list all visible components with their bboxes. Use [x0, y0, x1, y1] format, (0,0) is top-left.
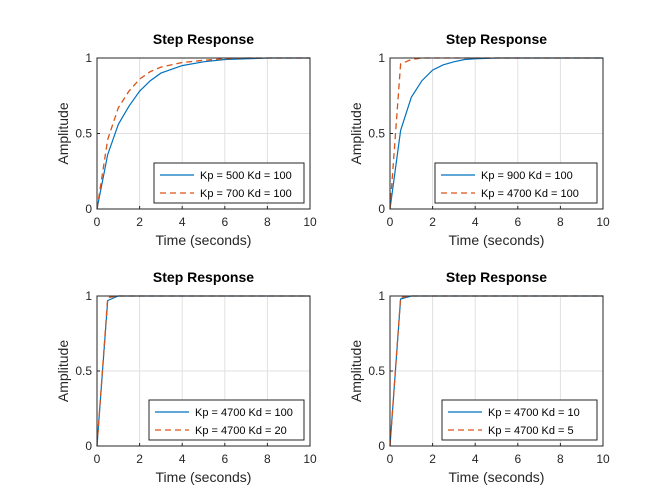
subplot-4: 0 2 4 6 8 10 0 0.5 1 Step Response Time (seconds) A…: [348, 269, 610, 485]
legend-entry-2: Kp = 4700 Kd = 20: [195, 425, 287, 437]
subplot-1: 0 2 4 6 8 10 0 0.5 1 Step Response Time (seconds) A…: [55, 31, 317, 248]
y-tick-label: 1: [378, 289, 385, 303]
chart-title: Step Response: [153, 269, 254, 285]
x-tick-label: 4: [179, 215, 186, 229]
legend-entry-2: Kp = 4700 Kd = 100: [481, 188, 579, 200]
subplot-3: 0 2 4 6 8 10 0 0.5 1 Step Response Time (seconds) A…: [55, 269, 317, 485]
y-tick-label: 0: [378, 439, 385, 453]
x-tick-label: 6: [221, 215, 228, 229]
legend-box: [441, 399, 598, 441]
x-tick-label: 6: [514, 215, 521, 229]
x-tick-label: 0: [94, 452, 101, 466]
x-tick-label: 0: [94, 215, 101, 229]
series-line-2: [389, 57, 603, 210]
legend-box: [434, 162, 598, 204]
y-tick-label: 1: [85, 289, 92, 303]
legend-entry-1: Kp = 4700 Kd = 10: [488, 407, 580, 419]
legend: Kp = 500 Kd = 100 Kp = 700 Kd = 100: [153, 162, 305, 204]
legend-box: [153, 162, 305, 204]
legend-entry-1: Kp = 500 Kd = 100: [200, 170, 292, 182]
chart-title: Step Response: [153, 31, 254, 47]
x-tick-label: 6: [221, 452, 228, 466]
x-tick-label: 2: [429, 452, 436, 466]
legend-entry-1: Kp = 900 Kd = 100: [481, 170, 573, 182]
x-tick-label: 8: [264, 452, 271, 466]
series-line-1: [96, 57, 310, 210]
x-tick-label: 0: [387, 452, 394, 466]
y-axis-label: Amplitude: [55, 340, 71, 402]
legend-entry-2: Kp = 4700 Kd = 5: [488, 425, 574, 437]
x-tick-label: 8: [557, 215, 564, 229]
x-axis-label: Time (seconds): [156, 232, 252, 248]
y-tick-label: 1: [378, 51, 385, 65]
legend-entry-2: Kp = 700 Kd = 100: [200, 188, 292, 200]
x-axis-label: Time (seconds): [156, 469, 252, 485]
y-tick-label: 0: [85, 439, 92, 453]
x-tick-label: 10: [303, 452, 317, 466]
legend-entry-1: Kp = 4700 Kd = 100: [195, 407, 293, 419]
subplot-2: 0 2 4 6 8 10 0 0.5 1 Step Response Time (seconds) A…: [348, 31, 610, 248]
y-tick-label: 1: [85, 51, 92, 65]
y-axis-label: Amplitude: [348, 102, 364, 164]
x-tick-label: 8: [557, 452, 564, 466]
x-tick-label: 4: [179, 452, 186, 466]
x-tick-label: 6: [514, 452, 521, 466]
y-axis-label: Amplitude: [55, 102, 71, 164]
x-axis-label: Time (seconds): [449, 232, 545, 248]
y-tick-label: 0: [378, 202, 385, 216]
x-tick-label: 2: [429, 215, 436, 229]
x-tick-label: 2: [136, 215, 143, 229]
y-tick-label: 0.5: [368, 127, 385, 141]
y-tick-label: 0.5: [75, 364, 92, 378]
chart-title: Step Response: [446, 31, 547, 47]
legend: Kp = 900 Kd = 100 Kp = 4700 Kd = 100: [434, 162, 598, 204]
x-tick-label: 4: [472, 215, 479, 229]
y-tick-label: 0.5: [75, 127, 92, 141]
y-tick-label: 0.5: [368, 364, 385, 378]
x-tick-label: 10: [596, 215, 610, 229]
x-tick-label: 2: [136, 452, 143, 466]
x-tick-label: 10: [303, 215, 317, 229]
legend: Kp = 4700 Kd = 10 Kp = 4700 Kd = 5: [441, 399, 598, 441]
x-tick-label: 4: [472, 452, 479, 466]
legend-box: [148, 399, 305, 441]
chart-title: Step Response: [446, 269, 547, 285]
x-tick-label: 10: [596, 452, 610, 466]
x-axis-label: Time (seconds): [449, 469, 545, 485]
x-tick-label: 8: [264, 215, 271, 229]
y-axis-label: Amplitude: [348, 340, 364, 402]
y-tick-label: 0: [85, 202, 92, 216]
x-tick-label: 0: [387, 215, 394, 229]
legend: Kp = 4700 Kd = 100 Kp = 4700 Kd = 20: [148, 399, 305, 441]
